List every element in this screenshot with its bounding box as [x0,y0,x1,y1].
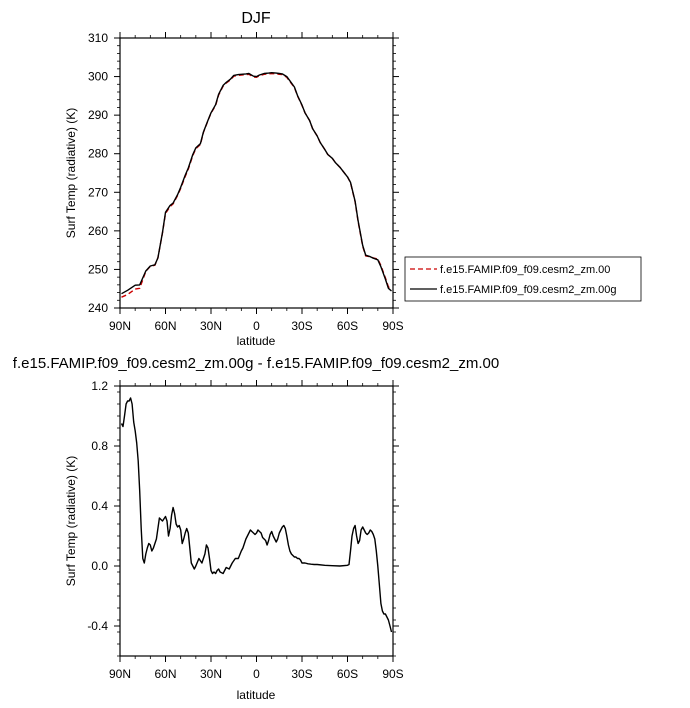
top-y-tick-label: 280 [88,147,108,161]
bottom-x-tick-label: 0 [253,667,260,681]
top-y-tick-label: 240 [88,301,108,315]
top-x-tick-label: 90S [382,319,403,333]
legend-label-00: f.e15.FAMIP.f09_f09.cesm2_zm.00 [440,264,610,276]
bottom-y-tick-label: 0.4 [91,499,108,513]
bottom-series-line-0 [120,397,393,633]
bottom-y-axis-label: Surf Temp (radiative) (K) [64,456,78,586]
top-y-tick-label: 300 [88,70,108,84]
bottom-y-tick-label: -0.4 [87,619,108,633]
top-x-tick-label: 60S [337,319,358,333]
bottom-plot-frame [119,385,394,657]
bottom-y-tick-label: 1.2 [91,379,108,393]
top-y-tick-label: 250 [88,262,108,276]
legend-label-00g: f.e15.FAMIP.f09_f09.cesm2_zm.00g [440,284,617,296]
bottom-x-axis-label: latitude [237,688,276,702]
bottom-x-tick-label: 30S [291,667,312,681]
bottom-x-tick-label: 60S [337,667,358,681]
top-y-tick-label: 270 [88,185,108,199]
bottom-y-tick-label: 0.0 [91,559,108,573]
bottom-chart-title: f.e15.FAMIP.f09_f09.cesm2_zm.00g - f.e15… [13,355,499,372]
top-series-line-1 [121,71,392,295]
top-y-tick-label: 310 [88,31,108,45]
bottom-x-tick-label: 60N [154,667,176,681]
bottom-x-tick-label: 90S [382,667,403,681]
bottom-y-tick-label: 0.8 [91,439,108,453]
top-y-axis-label: Surf Temp (radiative) (K) [64,108,78,238]
top-x-tick-label: 90N [109,319,131,333]
top-panel: DJF 90N 60N 30N 0 30S 60S 90S 240 250 260 270 280 29… [64,10,404,348]
bottom-x-tick-label: 30N [200,667,222,681]
top-x-tick-label: 60N [154,319,176,333]
top-x-tick-label: 30S [291,319,312,333]
top-x-axis-label: latitude [237,334,276,348]
top-y-tick-label: 260 [88,224,108,238]
bottom-panel: f.e15.FAMIP.f09_f09.cesm2_zm.00g - f.e15… [13,355,499,702]
top-y-tick-label: 290 [88,108,108,122]
legend-box [404,256,642,302]
legend: f.e15.FAMIP.f09_f09.cesm2_zm.00 f.e15.FA… [404,256,642,302]
top-x-tick-label: 0 [253,319,260,333]
top-chart-title: DJF [241,10,271,27]
top-plot-frame [119,37,394,309]
bottom-x-tick-label: 90N [109,667,131,681]
top-x-tick-label: 30N [200,319,222,333]
